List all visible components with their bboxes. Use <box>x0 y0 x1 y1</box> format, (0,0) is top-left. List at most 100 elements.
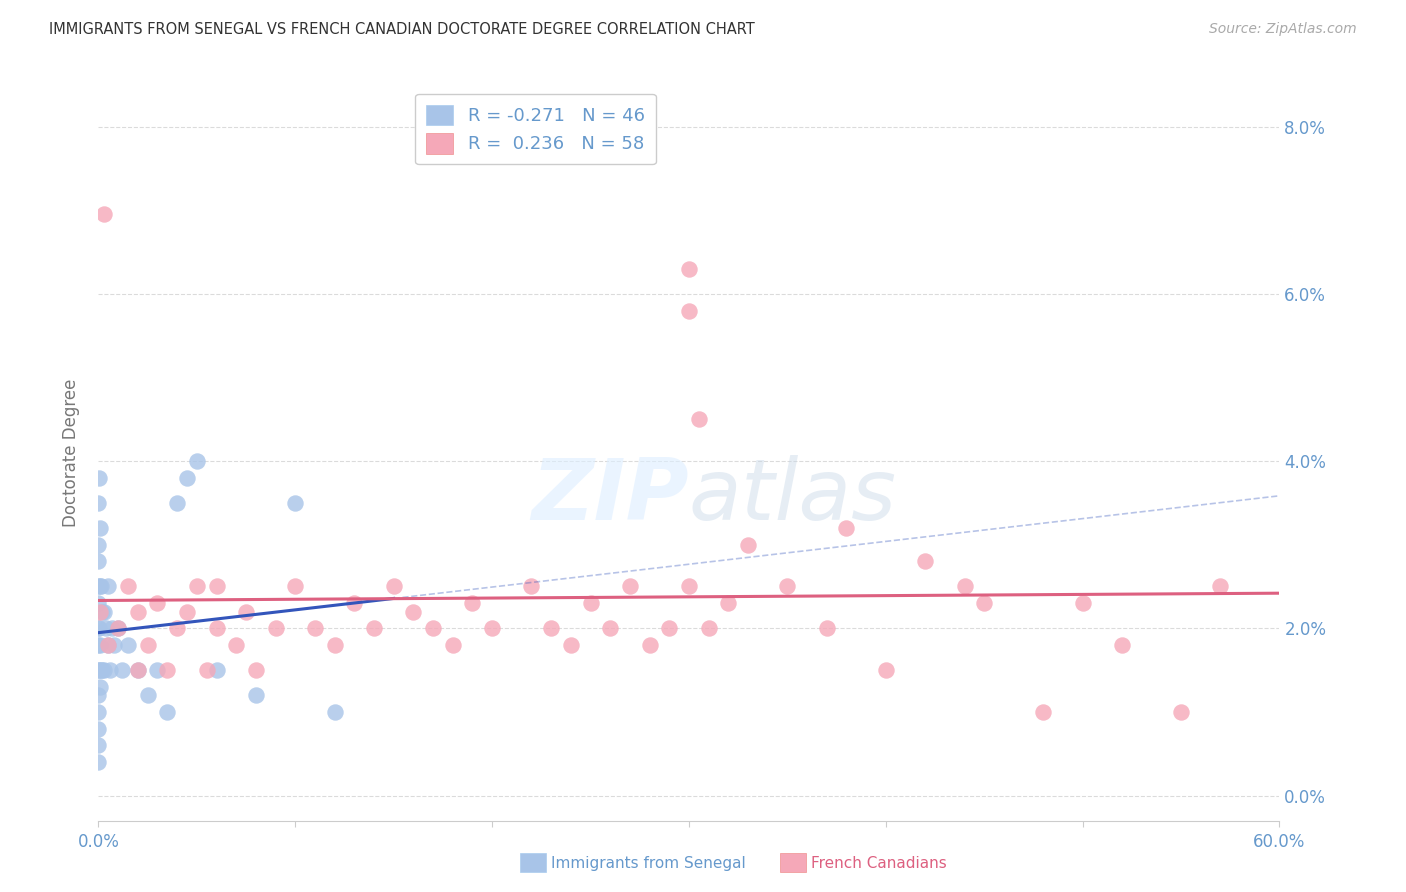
Point <box>1032 705 1054 719</box>
Point <box>176 471 198 485</box>
Point <box>111 663 134 677</box>
Point <box>481 621 503 635</box>
Point <box>89 580 111 594</box>
Point <box>89 521 111 535</box>
Point <box>520 580 543 594</box>
Point <box>87 580 110 594</box>
Point <box>363 621 385 635</box>
Point <box>91 605 114 619</box>
Point <box>737 538 759 552</box>
Point <box>166 496 188 510</box>
Point <box>304 621 326 635</box>
Point <box>914 554 936 568</box>
Point <box>225 638 247 652</box>
Point <box>245 663 267 677</box>
Point <box>678 261 700 276</box>
Point <box>560 638 582 652</box>
Point <box>87 554 110 568</box>
Point <box>156 705 179 719</box>
Point <box>461 596 484 610</box>
Point <box>176 605 198 619</box>
Point <box>953 580 976 594</box>
Point <box>284 496 307 510</box>
Point <box>136 688 159 702</box>
Point <box>127 663 149 677</box>
Point <box>97 580 120 594</box>
Point <box>579 596 602 610</box>
Point <box>127 663 149 677</box>
Text: IMMIGRANTS FROM SENEGAL VS FRENCH CANADIAN DOCTORATE DEGREE CORRELATION CHART: IMMIGRANTS FROM SENEGAL VS FRENCH CANADI… <box>49 22 755 37</box>
Point <box>90 663 112 677</box>
Point <box>638 638 661 652</box>
Point <box>186 454 208 468</box>
Point <box>97 638 120 652</box>
Point <box>245 688 267 702</box>
Text: Source: ZipAtlas.com: Source: ZipAtlas.com <box>1209 22 1357 37</box>
Point <box>186 580 208 594</box>
Point <box>205 663 228 677</box>
Point <box>678 580 700 594</box>
Point <box>91 663 114 677</box>
Point <box>98 663 121 677</box>
Point <box>835 521 858 535</box>
Point <box>815 621 838 635</box>
Point <box>166 621 188 635</box>
Point <box>323 705 346 719</box>
Point <box>599 621 621 635</box>
Point <box>697 621 720 635</box>
Point <box>284 580 307 594</box>
Point <box>93 207 115 221</box>
Point <box>136 638 159 652</box>
Point <box>87 739 110 753</box>
Legend: R = -0.271   N = 46, R =  0.236   N = 58: R = -0.271 N = 46, R = 0.236 N = 58 <box>415 94 655 164</box>
Point <box>619 580 641 594</box>
Point <box>235 605 257 619</box>
Point <box>89 663 111 677</box>
Point <box>89 605 111 619</box>
Point <box>1071 596 1094 610</box>
Text: Immigrants from Senegal: Immigrants from Senegal <box>551 856 747 871</box>
Point <box>540 621 562 635</box>
Point <box>89 621 111 635</box>
Point <box>93 605 115 619</box>
Point <box>87 722 110 736</box>
Point <box>96 621 118 635</box>
Point <box>117 580 139 594</box>
Point <box>89 638 111 652</box>
Point <box>101 621 124 635</box>
Point <box>875 663 897 677</box>
Point <box>89 471 111 485</box>
Point <box>776 580 799 594</box>
Point <box>195 663 218 677</box>
Point <box>688 412 710 426</box>
Point <box>264 621 287 635</box>
Point <box>146 663 169 677</box>
Point <box>678 303 700 318</box>
Point <box>117 638 139 652</box>
Point <box>973 596 995 610</box>
Point <box>156 663 179 677</box>
Point <box>441 638 464 652</box>
Point <box>87 496 110 510</box>
Point <box>1209 580 1232 594</box>
Point <box>87 621 110 635</box>
Point <box>97 638 120 652</box>
Point <box>382 580 405 594</box>
Point <box>87 638 110 652</box>
Point <box>107 621 129 635</box>
Point <box>422 621 444 635</box>
Point <box>205 621 228 635</box>
Point <box>90 580 112 594</box>
Point <box>146 596 169 610</box>
Point <box>1111 638 1133 652</box>
Point <box>87 705 110 719</box>
Point <box>127 605 149 619</box>
Point <box>87 538 110 552</box>
Point <box>87 663 110 677</box>
Point <box>658 621 681 635</box>
Point <box>1170 705 1192 719</box>
Point <box>103 638 125 652</box>
Point <box>323 638 346 652</box>
Point <box>87 755 110 769</box>
Point <box>93 663 115 677</box>
